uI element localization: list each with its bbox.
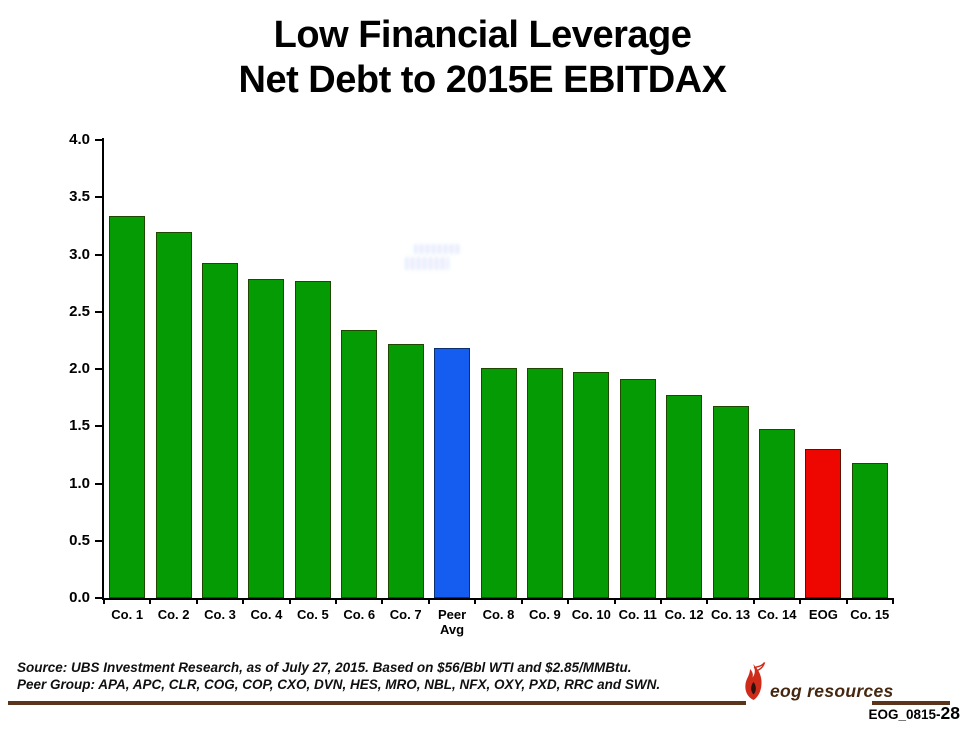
y-axis-tick — [95, 310, 104, 313]
bar-co-1 — [109, 215, 146, 598]
x-axis-category-label: Co. 7 — [389, 607, 422, 622]
x-axis-category-label: Co. 5 — [296, 607, 329, 622]
x-axis-tick — [567, 598, 570, 604]
x-axis-category-label: Co. 1 — [111, 607, 144, 622]
y-axis-tick-label: 2.0 — [69, 360, 90, 377]
y-axis-tick-label: 0.5 — [69, 531, 90, 549]
x-axis-category-label: Peer Avg — [437, 607, 467, 637]
bar-co-10 — [573, 372, 610, 598]
bar-eog — [805, 449, 842, 598]
bar-co-8 — [480, 367, 517, 598]
x-axis-tick — [335, 598, 338, 604]
x-axis-tick — [103, 598, 105, 604]
x-axis-tick — [242, 598, 245, 604]
x-axis-tick — [752, 598, 755, 604]
bar-co-4 — [248, 278, 285, 598]
y-axis-tick-label: 1.5 — [69, 417, 90, 435]
x-axis-tick — [659, 598, 662, 604]
x-axis-category-label: Co. 14 — [757, 607, 797, 622]
x-axis-category-label: Co. 13 — [711, 607, 751, 622]
source-note: Source: UBS Investment Research, as of J… — [17, 660, 632, 675]
x-axis-category-label: Co. 12 — [664, 607, 704, 622]
x-axis-line — [102, 598, 893, 600]
bar-co-12 — [666, 395, 703, 598]
y-axis-tick — [95, 425, 104, 428]
bar-peer-avg — [434, 348, 471, 598]
eog-resources-wordmark: eog resources — [770, 681, 894, 701]
y-axis-tick — [95, 482, 104, 485]
faint-watermark — [414, 244, 460, 254]
x-axis-tick — [613, 598, 616, 604]
x-axis-tick — [520, 598, 523, 604]
slide-code-prefix: EOG_0815- — [868, 707, 941, 722]
bar-co-3 — [202, 262, 239, 598]
slide-code: EOG_0815-28 — [760, 703, 960, 724]
x-axis-tick — [381, 598, 384, 604]
brand-rule-left — [8, 701, 746, 705]
y-axis-tick — [95, 253, 104, 256]
x-axis-category-label: Co. 4 — [250, 607, 283, 622]
x-axis-category-label: Co. 6 — [343, 607, 376, 622]
chart-title-line2: Net Debt to 2015E EBITDAX — [238, 59, 727, 101]
chart-title: Low Financial Leverage Net Debt to 2015E… — [0, 13, 965, 103]
x-axis-category-label: Co. 2 — [157, 607, 190, 622]
x-axis-tick — [706, 598, 709, 604]
y-axis-tick — [95, 368, 104, 370]
x-axis-tick — [845, 598, 848, 604]
y-axis-tick-label: 1.0 — [69, 474, 90, 492]
peer-group-note: Peer Group: APA, APC, CLR, COG, COP, CXO… — [17, 677, 661, 692]
bar-co-11 — [619, 379, 656, 598]
x-axis-category-label: Co. 11 — [618, 607, 657, 622]
y-axis-tick — [95, 139, 104, 141]
x-axis-category-label: Co. 10 — [571, 607, 611, 622]
x-axis-tick — [427, 598, 430, 604]
x-axis-category-label: Co. 3 — [204, 607, 236, 622]
x-axis-tick — [288, 598, 291, 604]
bar-co-2 — [155, 231, 192, 598]
chart-title-line1: Low Financial Leverage — [273, 14, 692, 56]
x-axis-tick — [149, 598, 152, 604]
y-axis-tick — [95, 597, 104, 599]
slide-code-number: 28 — [940, 703, 960, 723]
x-axis-category-label: Co. 9 — [529, 607, 561, 622]
x-axis-tick — [892, 598, 894, 604]
y-axis-tick-label: 3.0 — [69, 245, 90, 263]
eog-flame-logo-icon — [745, 662, 766, 700]
x-axis-tick — [474, 598, 477, 604]
y-axis-tick-label: 2.5 — [69, 302, 90, 320]
bar-co-14 — [758, 428, 795, 598]
x-axis-category-label: Co. 15 — [850, 607, 890, 622]
bar-co-6 — [341, 330, 378, 598]
bar-co-7 — [387, 343, 424, 598]
x-axis-tick — [799, 598, 802, 604]
brand-rule-right — [872, 701, 950, 705]
x-axis-category-label: EOG — [808, 607, 838, 622]
bar-co-9 — [526, 367, 563, 598]
y-axis-tick-label: 0.0 — [69, 589, 90, 606]
x-axis-category-label: Co. 8 — [482, 607, 515, 622]
x-axis-tick — [195, 598, 198, 604]
bar-co-13 — [712, 405, 749, 598]
y-axis-tick-label: 4.0 — [69, 131, 90, 148]
y-axis-tick — [95, 196, 104, 199]
y-axis-tick — [95, 539, 104, 542]
bar-co-5 — [294, 280, 331, 598]
y-axis-tick-label: 3.5 — [69, 188, 90, 206]
bar-co-15 — [851, 462, 888, 598]
faint-watermark — [405, 257, 449, 270]
